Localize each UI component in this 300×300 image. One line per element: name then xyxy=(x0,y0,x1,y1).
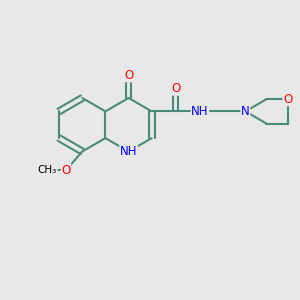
Text: O: O xyxy=(283,93,292,106)
Text: NH: NH xyxy=(120,145,137,158)
Text: NH: NH xyxy=(191,105,208,118)
Text: CH₃: CH₃ xyxy=(38,165,57,175)
Text: O: O xyxy=(171,82,180,95)
Text: O: O xyxy=(124,69,133,82)
Text: N: N xyxy=(241,105,250,118)
Text: O: O xyxy=(61,164,71,177)
